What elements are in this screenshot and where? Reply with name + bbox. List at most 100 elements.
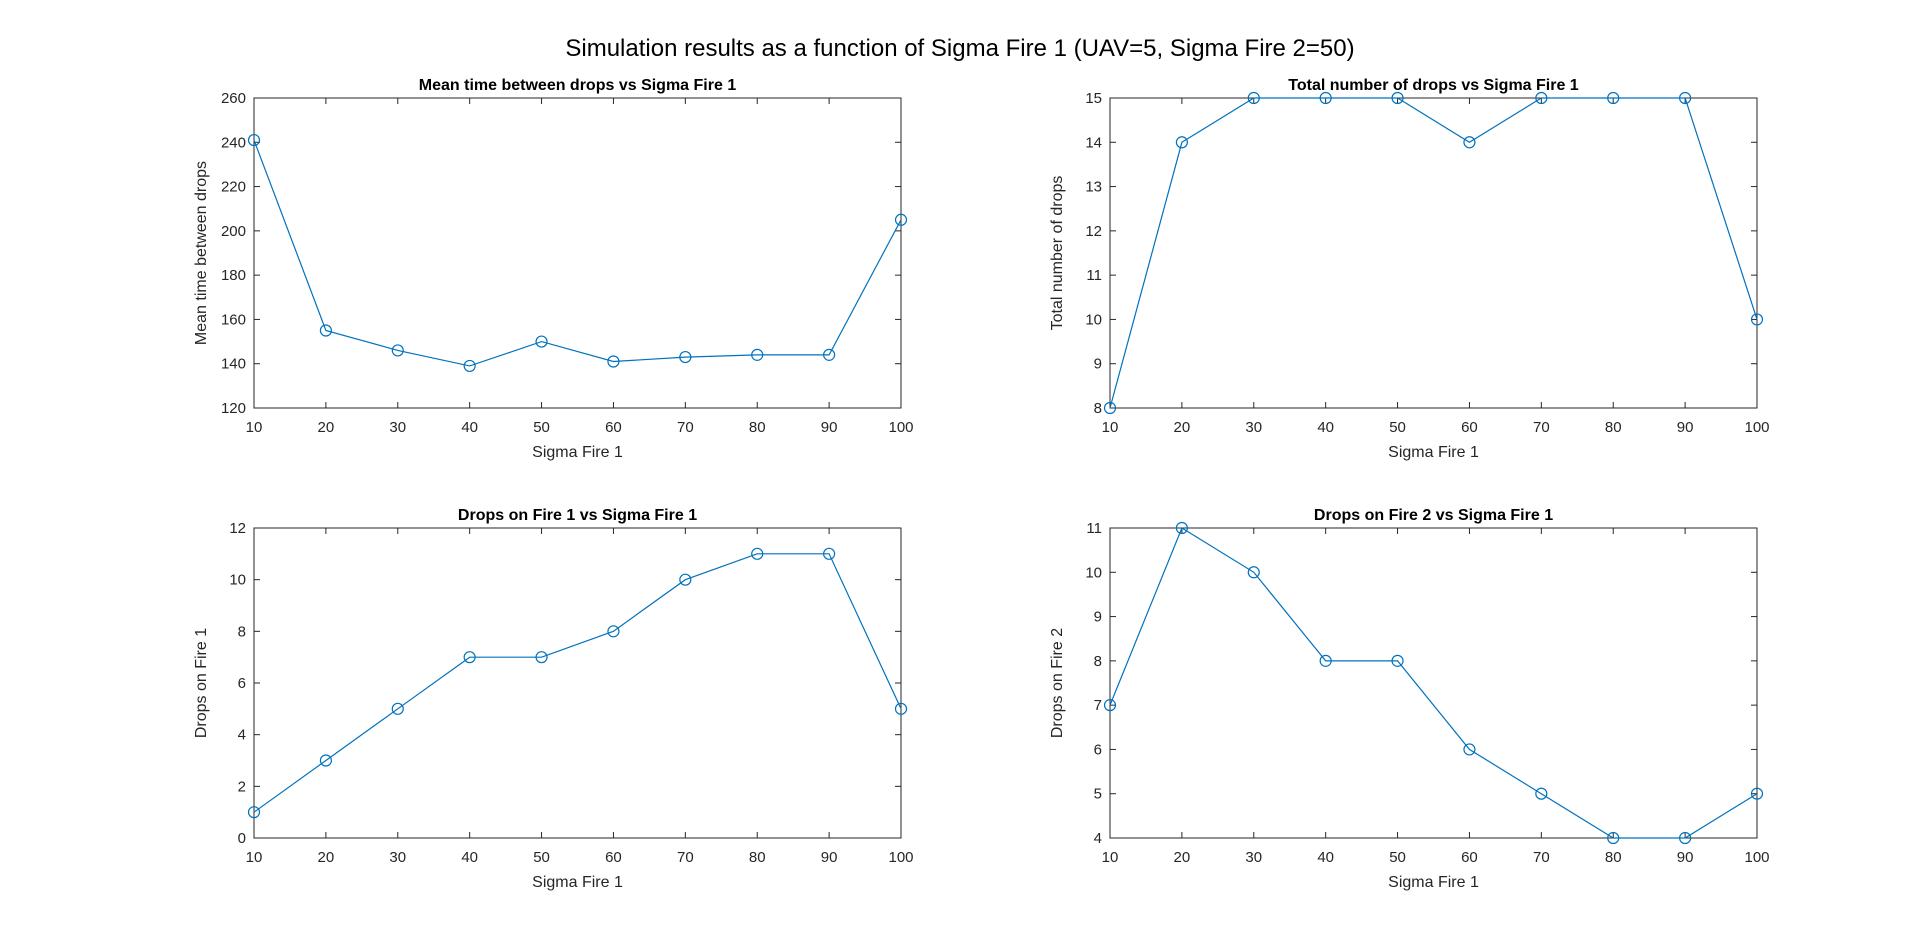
y-tick-label: 140 bbox=[221, 356, 246, 373]
axes-box bbox=[1109, 527, 1758, 839]
data-point bbox=[391, 702, 404, 715]
x-tick-label: 60 bbox=[1461, 419, 1478, 436]
data-point bbox=[247, 806, 261, 819]
y-tick-label: 14 bbox=[1085, 134, 1102, 151]
y-tick-label: 12 bbox=[229, 520, 246, 537]
x-axis-label: Sigma Fire 1 bbox=[1388, 874, 1479, 891]
x-tick-label: 30 bbox=[1245, 849, 1262, 866]
data-point bbox=[823, 547, 836, 560]
x-axis-label: Sigma Fire 1 bbox=[532, 444, 623, 461]
x-tick-label: 80 bbox=[1605, 849, 1622, 866]
x-tick-label: 40 bbox=[1317, 849, 1334, 866]
x-tick-label: 100 bbox=[888, 849, 913, 866]
x-tick-label: 20 bbox=[1174, 849, 1191, 866]
x-tick-label: 30 bbox=[389, 849, 406, 866]
x-tick-label: 50 bbox=[1389, 419, 1406, 436]
y-tick-label: 8 bbox=[1094, 400, 1102, 417]
subplot-4: 10 20 30 40 50 60 70 80 90 100 4 5 6 7 8 9 10 11 Drops on … bbox=[1049, 507, 1770, 891]
data-point bbox=[607, 355, 620, 368]
y-axis-label: Mean time between drops bbox=[193, 161, 210, 345]
x-tick-label: 40 bbox=[461, 419, 478, 436]
data-point bbox=[751, 547, 764, 560]
y-tick-label: 7 bbox=[1094, 697, 1102, 714]
data-point bbox=[1463, 743, 1476, 756]
x-tick-label: 40 bbox=[1317, 419, 1334, 436]
y-tick-label: 260 bbox=[221, 90, 246, 107]
data-point bbox=[535, 335, 548, 348]
y-tick-label: 8 bbox=[238, 623, 246, 640]
data-point bbox=[1175, 521, 1188, 535]
data-point bbox=[1679, 91, 1692, 105]
x-tick-label: 10 bbox=[1102, 849, 1119, 866]
x-tick-label: 60 bbox=[605, 849, 622, 866]
data-point bbox=[1103, 401, 1117, 415]
x-tick-label: 100 bbox=[888, 419, 913, 436]
y-tick-label: 9 bbox=[1094, 609, 1102, 626]
x-tick-label: 90 bbox=[821, 419, 838, 436]
y-tick-label: 220 bbox=[221, 179, 246, 196]
data-point bbox=[1319, 654, 1332, 667]
y-tick-label: 240 bbox=[221, 134, 246, 151]
subplot-title: Total number of drops vs Sigma Fire 1 bbox=[1288, 77, 1579, 94]
y-tick-label: 8 bbox=[1094, 653, 1102, 670]
subplot-title: Mean time between drops vs Sigma Fire 1 bbox=[419, 77, 737, 94]
data-point bbox=[319, 324, 332, 337]
data-point bbox=[679, 573, 692, 586]
data-point bbox=[1679, 831, 1692, 845]
data-point bbox=[894, 213, 908, 226]
y-tick-label: 10 bbox=[1085, 311, 1102, 328]
y-tick-label: 160 bbox=[221, 311, 246, 328]
y-tick-label: 10 bbox=[229, 572, 246, 589]
data-point bbox=[247, 133, 261, 147]
data-point bbox=[1750, 787, 1764, 800]
x-tick-label: 70 bbox=[1533, 419, 1550, 436]
x-tick-label: 30 bbox=[389, 419, 406, 436]
data-point bbox=[319, 754, 332, 767]
x-tick-label: 70 bbox=[1533, 849, 1550, 866]
axes-box bbox=[253, 97, 902, 409]
figure-title: Simulation results as a function of Sigm… bbox=[565, 35, 1354, 62]
x-tick-label: 60 bbox=[605, 419, 622, 436]
y-tick-label: 11 bbox=[1086, 267, 1102, 284]
data-point bbox=[894, 702, 908, 715]
x-tick-label: 100 bbox=[1744, 419, 1769, 436]
y-tick-label: 180 bbox=[221, 267, 246, 284]
x-tick-label: 100 bbox=[1744, 849, 1769, 866]
x-tick-label: 20 bbox=[318, 849, 335, 866]
x-tick-label: 50 bbox=[533, 419, 550, 436]
data-point bbox=[1319, 91, 1332, 105]
y-axis-label: Drops on Fire 2 bbox=[1049, 628, 1066, 738]
data-point bbox=[1535, 787, 1548, 800]
y-tick-label: 6 bbox=[1094, 741, 1102, 758]
x-tick-label: 60 bbox=[1461, 849, 1478, 866]
x-tick-label: 40 bbox=[461, 849, 478, 866]
data-point bbox=[823, 348, 836, 361]
x-tick-label: 70 bbox=[677, 849, 694, 866]
data-point bbox=[1391, 91, 1404, 105]
x-tick-label: 30 bbox=[1245, 419, 1262, 436]
subplot-1: 10 20 30 40 50 60 70 80 90 100 120 140 160 180 200 220 2… bbox=[193, 77, 914, 461]
x-tick-label: 50 bbox=[533, 849, 550, 866]
data-point bbox=[1750, 313, 1764, 326]
y-axis-label: Total number of drops bbox=[1049, 176, 1066, 331]
y-tick-label: 4 bbox=[238, 727, 246, 744]
y-tick-label: 5 bbox=[1094, 786, 1102, 803]
x-tick-label: 90 bbox=[821, 849, 838, 866]
y-tick-label: 9 bbox=[1094, 356, 1102, 373]
x-tick-label: 20 bbox=[318, 419, 335, 436]
subplot-title: Drops on Fire 1 vs Sigma Fire 1 bbox=[458, 507, 697, 524]
data-point bbox=[463, 651, 476, 664]
data-point bbox=[391, 344, 404, 357]
x-tick-label: 10 bbox=[1102, 419, 1119, 436]
series-line bbox=[1109, 97, 1758, 409]
x-tick-label: 10 bbox=[246, 849, 263, 866]
subplot-title: Drops on Fire 2 vs Sigma Fire 1 bbox=[1314, 507, 1553, 524]
data-point bbox=[463, 359, 476, 373]
y-tick-label: 0 bbox=[238, 830, 246, 847]
x-tick-label: 80 bbox=[749, 419, 766, 436]
y-tick-label: 11 bbox=[1086, 520, 1102, 537]
data-point bbox=[1463, 136, 1476, 149]
series-line bbox=[1109, 527, 1758, 839]
x-tick-label: 80 bbox=[749, 849, 766, 866]
